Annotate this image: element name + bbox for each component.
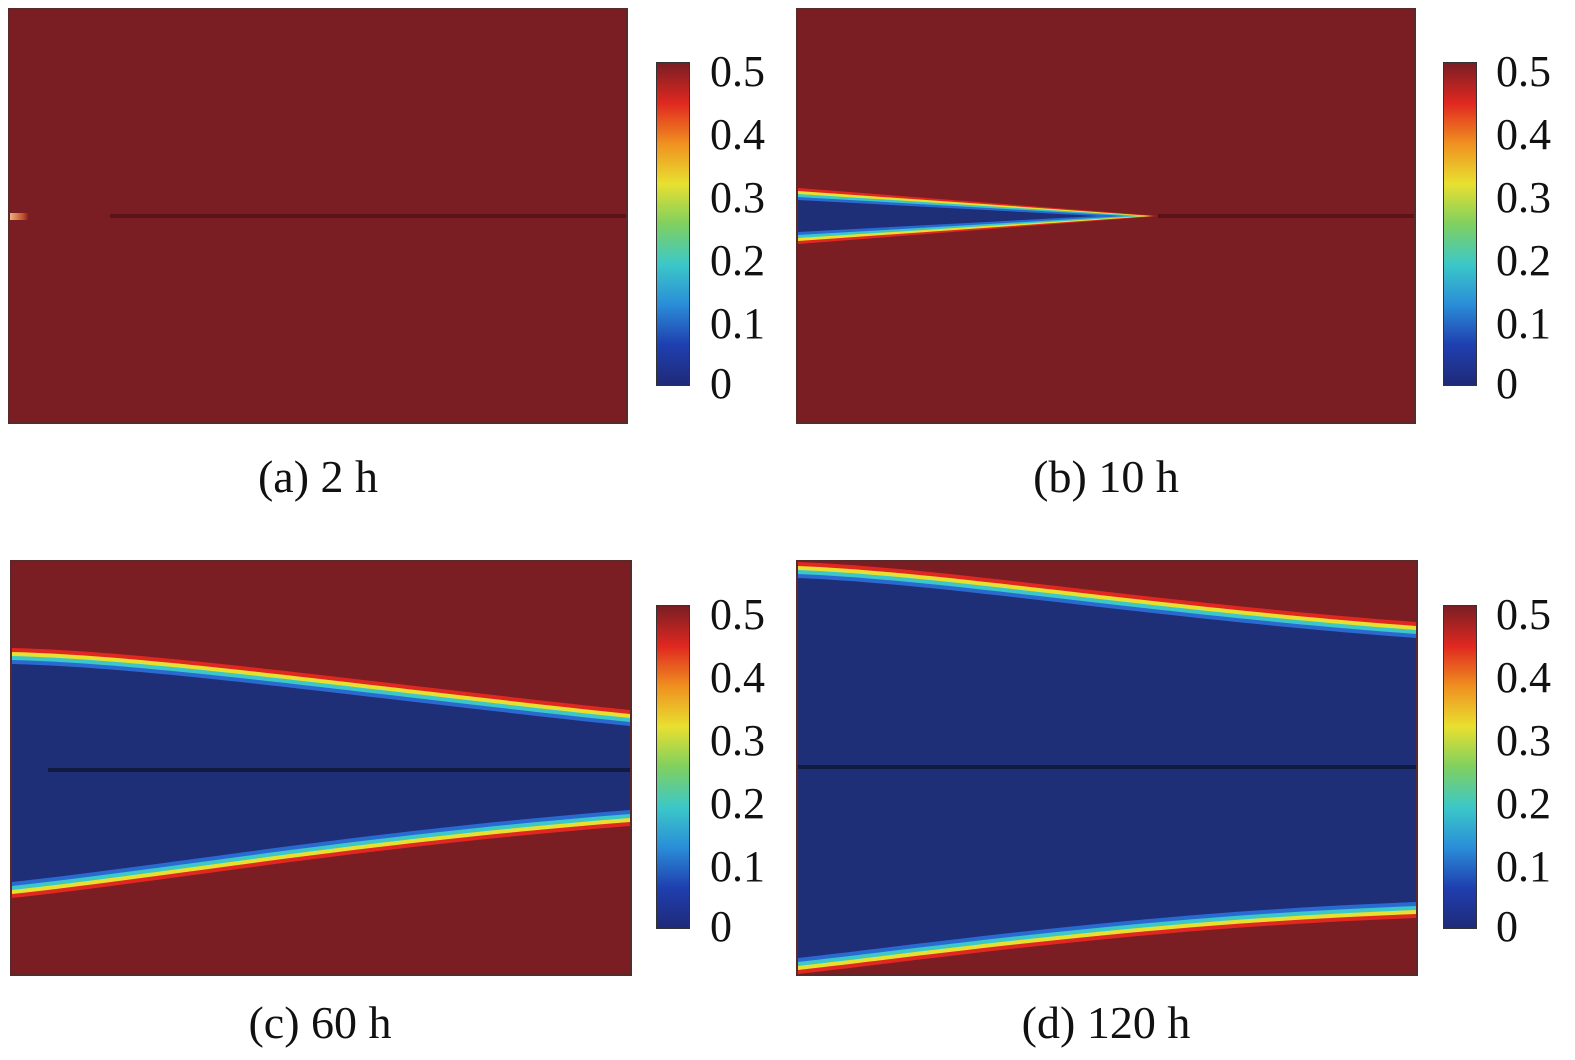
colorbar-tick: 0.1 [1496,842,1551,891]
colorbar-tick: 0.2 [1496,779,1551,828]
crack-line [1158,214,1414,218]
colorbar-tick: 0.2 [1496,236,1551,285]
band-core [12,664,630,882]
colorbar-tick: 0.2 [710,779,765,828]
colorbar-tick: 0.3 [1496,173,1551,222]
colorbar-tick: 0.5 [710,47,765,96]
colorbar-tick: 0.5 [1496,47,1551,96]
colorbar-tick: 0.4 [710,653,765,702]
colorbar-tick: 0 [710,902,732,951]
crack-line [798,765,1416,769]
colorbar-tick: 0.4 [1496,653,1551,702]
colorbar-c [656,605,690,929]
colorbar-tick: 0.3 [710,716,765,765]
colorbar-tick: 0.2 [710,236,765,285]
crack-line [110,214,626,218]
colorbar-d [1443,605,1477,929]
colorbar-tick: 0.3 [1496,716,1551,765]
field-plot-a [8,8,628,424]
field-plot-b [796,8,1416,424]
panel-caption: (c) 60 h [248,997,392,1048]
colorbar-tick: 0 [710,359,732,408]
colorbar-tick: 0.4 [1496,110,1551,159]
colorbar-b [1443,62,1477,386]
panel-caption: (b) 10 h [1033,451,1179,502]
crack-tip-glow [10,213,120,220]
colorbar-tick: 0.3 [710,173,765,222]
colorbar-tick: 0.1 [1496,299,1551,348]
colorbar-tick: 0.4 [710,110,765,159]
field-plot-c [10,560,632,976]
colorbar-tick: 0 [1496,359,1518,408]
colorbar-tick: 0.5 [1496,590,1551,639]
crack-line [48,768,630,772]
panel-caption: (d) 120 h [1021,997,1191,1048]
field-plot-d [796,560,1418,976]
colorbar-tick: 0 [1496,902,1518,951]
colorbar-a [656,62,690,386]
panel-caption: (a) 2 h [257,451,379,502]
colorbar-tick: 0.5 [710,590,765,639]
wedge-core [798,200,1098,232]
colorbar-tick: 0.1 [710,299,765,348]
colorbar-tick: 0.1 [710,842,765,891]
